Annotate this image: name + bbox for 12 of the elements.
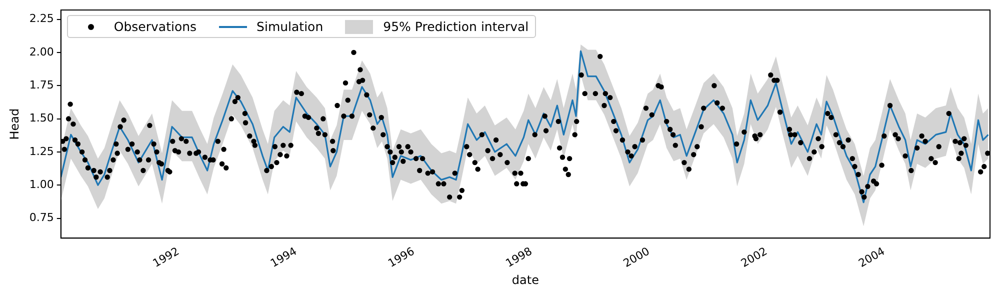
y-tick-label: 1.50 [29,112,54,125]
y-tick-label: 0.75 [29,211,54,224]
y-tick-label: 1.75 [29,78,54,92]
x-axis-title: date [512,272,539,287]
y-tick-label: 1.25 [29,144,54,158]
legend-label: 95% Prediction interval [383,19,529,34]
y-axis-title: Head [7,108,22,140]
y-tick-label: 1.00 [29,178,54,191]
legend-label: Simulation [256,19,324,34]
y-tick-label: 2.25 [29,12,54,26]
y-tick-label: 2.00 [29,45,54,58]
legend-label: Observations [114,19,197,34]
